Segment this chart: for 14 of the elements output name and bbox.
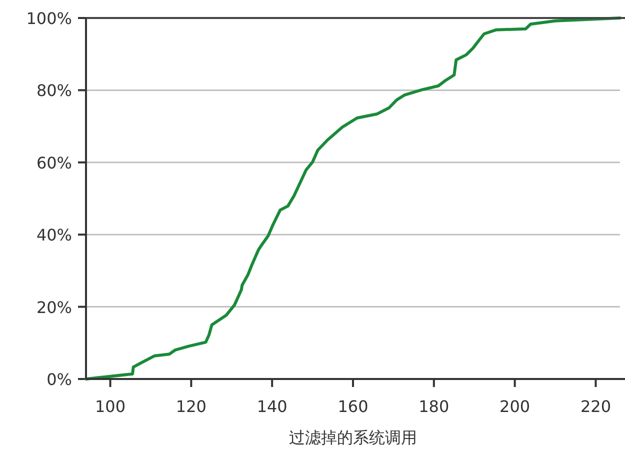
- x-tick-label: 100: [95, 397, 126, 416]
- x-tick-label: 120: [176, 397, 206, 416]
- x-tick-label: 180: [418, 397, 450, 416]
- x-tick-label: 160: [338, 397, 368, 416]
- y-tick-label: 100%: [26, 9, 72, 28]
- y-tick-label: 60%: [36, 153, 72, 172]
- x-tick-label: 140: [256, 397, 288, 416]
- y-tick-label: 20%: [36, 298, 72, 317]
- y-tick-label: 80%: [36, 81, 72, 100]
- x-tick-label: 220: [580, 397, 611, 416]
- x-axis-title: 过滤掉的系统调用: [289, 428, 417, 447]
- y-tick-label: 40%: [36, 226, 72, 245]
- x-tick-label: 200: [500, 397, 530, 416]
- y-tick-label: 0%: [46, 370, 72, 389]
